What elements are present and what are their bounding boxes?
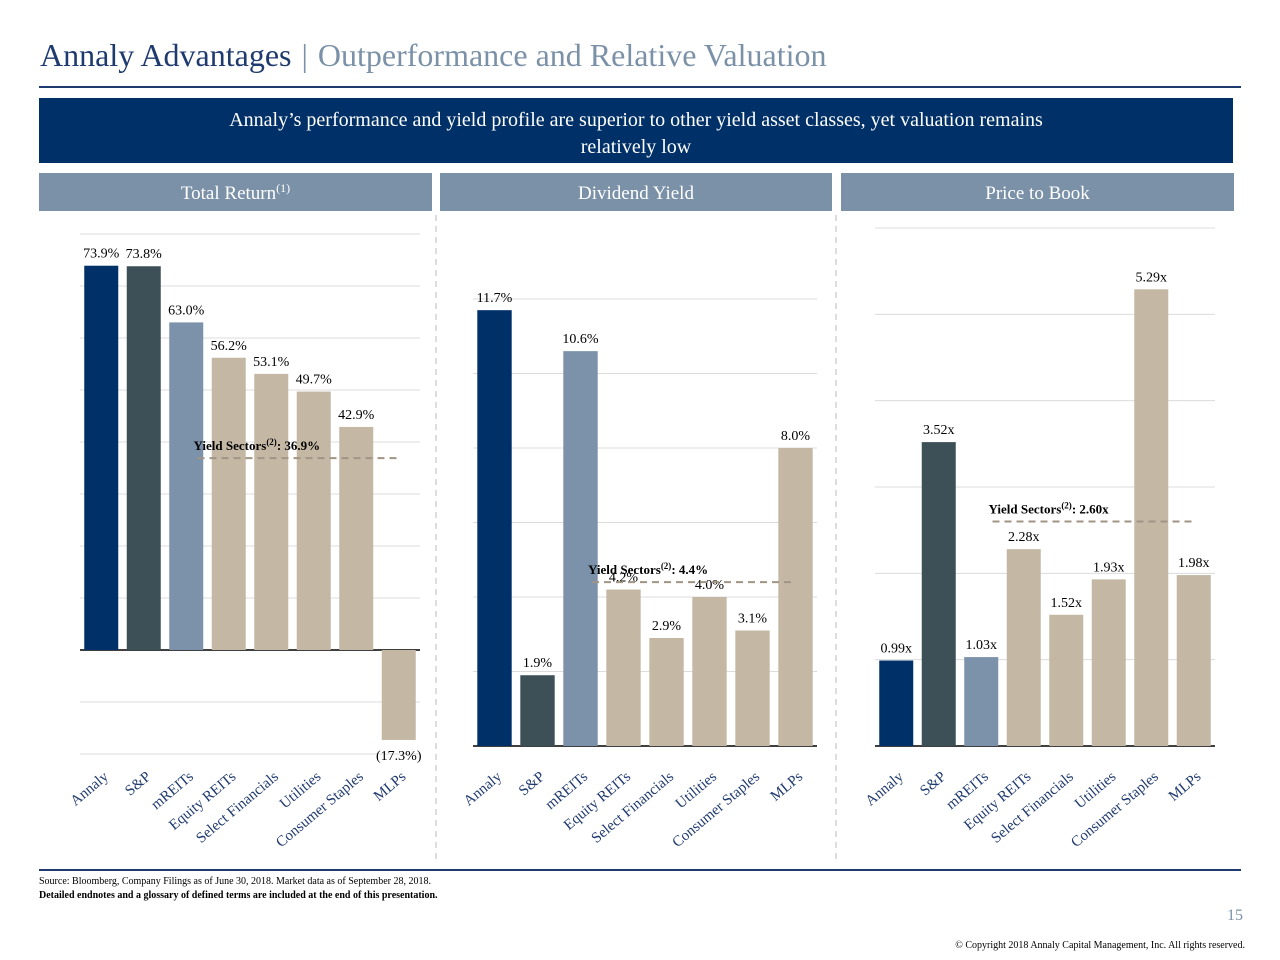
value-label: 1.98x xyxy=(1178,556,1210,571)
title-sub: Outperformance and Relative Valuation xyxy=(318,37,827,73)
value-label: 1.03x xyxy=(966,638,998,653)
bar xyxy=(606,589,641,746)
footer-note: Detailed endnotes and a glossary of defi… xyxy=(39,890,438,901)
footer-source: Source: Bloomberg, Company Filings as of… xyxy=(39,876,431,887)
panel-header xyxy=(440,173,832,211)
bar xyxy=(296,391,331,650)
x-tick-label: Annaly xyxy=(461,768,505,809)
x-tick-label: S&P xyxy=(917,769,949,799)
reference-name: Yield Sectors xyxy=(588,562,661,577)
banner-text: Annaly’s performance and yield profile a… xyxy=(229,109,1043,131)
value-label: 3.52x xyxy=(923,423,955,438)
value-label: 0.99x xyxy=(881,642,913,657)
bar xyxy=(1091,579,1126,746)
slide-title: Annaly Advantages | Outperformance and Rel… xyxy=(40,37,826,73)
bar xyxy=(520,675,555,746)
value-label: 1.52x xyxy=(1051,596,1083,611)
reference-name: Yield Sectors xyxy=(194,438,267,453)
value-label: 73.9% xyxy=(83,247,120,262)
bar xyxy=(563,351,598,746)
reference-name: Yield Sectors xyxy=(989,502,1062,517)
panel-title: Total Return(1) xyxy=(181,181,290,204)
banner xyxy=(39,98,1233,163)
x-tick-label: MLPs xyxy=(768,769,807,805)
bar xyxy=(879,660,914,746)
bar xyxy=(921,442,956,746)
value-label: 49.7% xyxy=(296,373,333,388)
panel-header xyxy=(841,173,1234,211)
bar xyxy=(1049,614,1084,746)
bar xyxy=(477,310,512,746)
value-label: 56.2% xyxy=(211,339,248,354)
reference-note: (2) xyxy=(266,437,277,447)
reference-label: Yield Sectors(2): 2.60x xyxy=(989,501,1110,517)
reference-value: : 4.4% xyxy=(671,562,708,577)
banner-text: relatively low xyxy=(581,136,692,158)
x-tick-label: MLPs xyxy=(371,769,410,805)
panel-title-note: (1) xyxy=(276,181,290,195)
value-label: (17.3%) xyxy=(376,749,422,764)
title-main: Annaly Advantages xyxy=(40,37,292,73)
x-tick-label: S&P xyxy=(122,769,154,799)
x-tick-label: S&P xyxy=(516,769,548,799)
bar xyxy=(381,650,416,740)
bar xyxy=(778,448,813,746)
reference-note: (2) xyxy=(1061,501,1072,511)
bar xyxy=(169,322,204,650)
panel-header xyxy=(39,173,432,211)
bar xyxy=(211,357,246,650)
value-label: 5.29x xyxy=(1136,270,1168,285)
bar xyxy=(126,266,161,650)
panel-title: Dividend Yield xyxy=(578,183,694,204)
value-label: 73.8% xyxy=(126,247,163,262)
x-tick-label: Annaly xyxy=(68,768,112,809)
reference-label: Yield Sectors(2): 4.4% xyxy=(588,561,708,577)
bar xyxy=(254,373,289,650)
value-label: 3.1% xyxy=(738,612,768,627)
value-label: 53.1% xyxy=(253,355,290,370)
bar xyxy=(339,426,374,650)
title-separator: | xyxy=(302,37,308,73)
value-label: 63.0% xyxy=(168,303,205,318)
reference-label: Yield Sectors(2): 36.9% xyxy=(194,437,321,453)
bar xyxy=(649,637,684,746)
panel-title-text: Total Return xyxy=(181,183,277,204)
value-label: 2.9% xyxy=(652,619,682,634)
value-label: 8.0% xyxy=(781,429,811,444)
bar xyxy=(735,630,770,746)
panel-title: Price to Book xyxy=(985,183,1090,204)
bar xyxy=(692,597,727,746)
bar xyxy=(1134,289,1169,746)
value-label: 11.7% xyxy=(477,291,513,306)
value-label: 2.28x xyxy=(1008,530,1040,545)
reference-note: (2) xyxy=(661,561,672,571)
reference-value: : 2.60x xyxy=(1072,502,1109,517)
bar xyxy=(1006,549,1041,746)
value-label: 42.9% xyxy=(338,408,375,423)
reference-value: : 36.9% xyxy=(277,438,320,453)
panel-title-text: Price to Book xyxy=(985,183,1090,204)
copyright: © Copyright 2018 Annaly Capital Manageme… xyxy=(955,940,1245,951)
x-tick-label: Annaly xyxy=(863,768,907,809)
bar xyxy=(84,265,119,650)
bar xyxy=(1176,575,1211,746)
x-tick-label: MLPs xyxy=(1166,769,1205,805)
panel-title-text: Dividend Yield xyxy=(578,183,694,204)
page-number: 15 xyxy=(1227,907,1243,924)
value-label: 10.6% xyxy=(562,332,599,347)
value-label: 1.9% xyxy=(523,656,553,671)
value-label: 1.93x xyxy=(1093,560,1125,575)
bar xyxy=(964,657,999,746)
value-label: 4.0% xyxy=(695,578,725,593)
